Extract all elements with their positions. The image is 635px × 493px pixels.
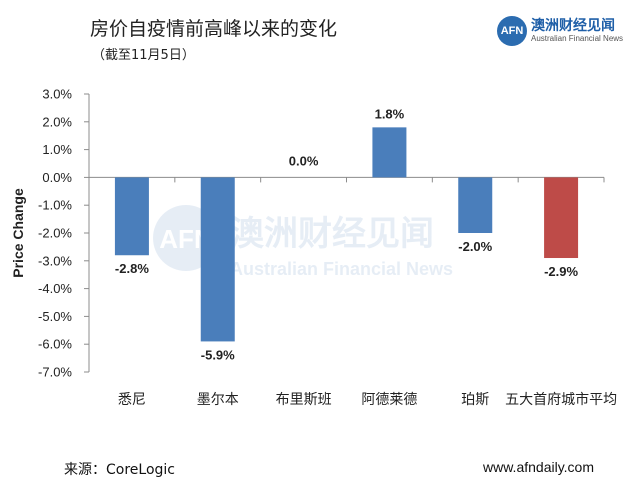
y-tick-label: 2.0% (42, 114, 72, 129)
bar (458, 177, 493, 233)
x-tick-label: 阿德莱德 (361, 392, 417, 408)
x-tick-label: 五大首府城市平均 (505, 391, 617, 408)
bars (114, 127, 579, 342)
y-axis-label: Price Change (10, 188, 26, 278)
y-tick-label: -2.0% (38, 226, 72, 241)
data-labels: -2.8% -5.9% 0.0% 1.8% -2.0% -2.9% (115, 106, 579, 362)
data-label: -5.9% (201, 347, 235, 362)
y-tick-label: -3.0% (38, 253, 72, 268)
chart-title: 房价自疫情前高峰以来的变化 (90, 18, 338, 40)
x-tick-label: 墨尔本 (197, 392, 239, 408)
website-url: www.afndaily.com (483, 459, 595, 475)
y-tick-label: -4.0% (38, 281, 72, 296)
chart-subtitle: （截至11月5日） (92, 48, 195, 63)
data-label: -2.8% (115, 261, 149, 276)
x-tick-label: 布里斯班 (276, 392, 332, 408)
afn-logo-icon: AFN (497, 16, 527, 46)
axes: 3.0% 2.0% 1.0% 0.0% -1.0% -2.0% -3.0% -4.0% -5.0… (38, 87, 617, 409)
x-tick-label: 悉尼 (118, 392, 146, 408)
y-tick-label: -7.0% (38, 365, 72, 380)
bar (372, 127, 407, 178)
y-tick-label: -6.0% (38, 337, 72, 352)
source-note: 来源：CoreLogic (64, 462, 175, 478)
x-tick-label: 珀斯 (461, 392, 489, 408)
data-label: -2.9% (544, 264, 578, 279)
y-tick-label: -1.0% (38, 198, 72, 213)
bar (544, 177, 579, 259)
data-label: -2.0% (458, 239, 492, 254)
y-tick-label: 0.0% (42, 170, 72, 185)
afn-logo: AFN 澳洲财经见闻 Australian Financial News (497, 14, 627, 50)
logo-name-en: Australian Financial News (531, 34, 624, 43)
watermark-cn: 澳洲财经见闻 (230, 214, 434, 254)
watermark: AFN 澳洲财经见闻 Australian Financial News (153, 205, 453, 279)
bar (114, 177, 149, 256)
data-label: 0.0% (289, 153, 319, 168)
logo-name-cn: 澳洲财经见闻 (531, 18, 615, 34)
bar (200, 177, 235, 342)
data-label: 1.8% (375, 106, 405, 121)
y-tick-label: 1.0% (42, 142, 72, 157)
watermark-en: Australian Financial News (230, 259, 453, 279)
y-tick-label: 3.0% (42, 87, 72, 102)
y-tick-label: -5.0% (38, 309, 72, 324)
